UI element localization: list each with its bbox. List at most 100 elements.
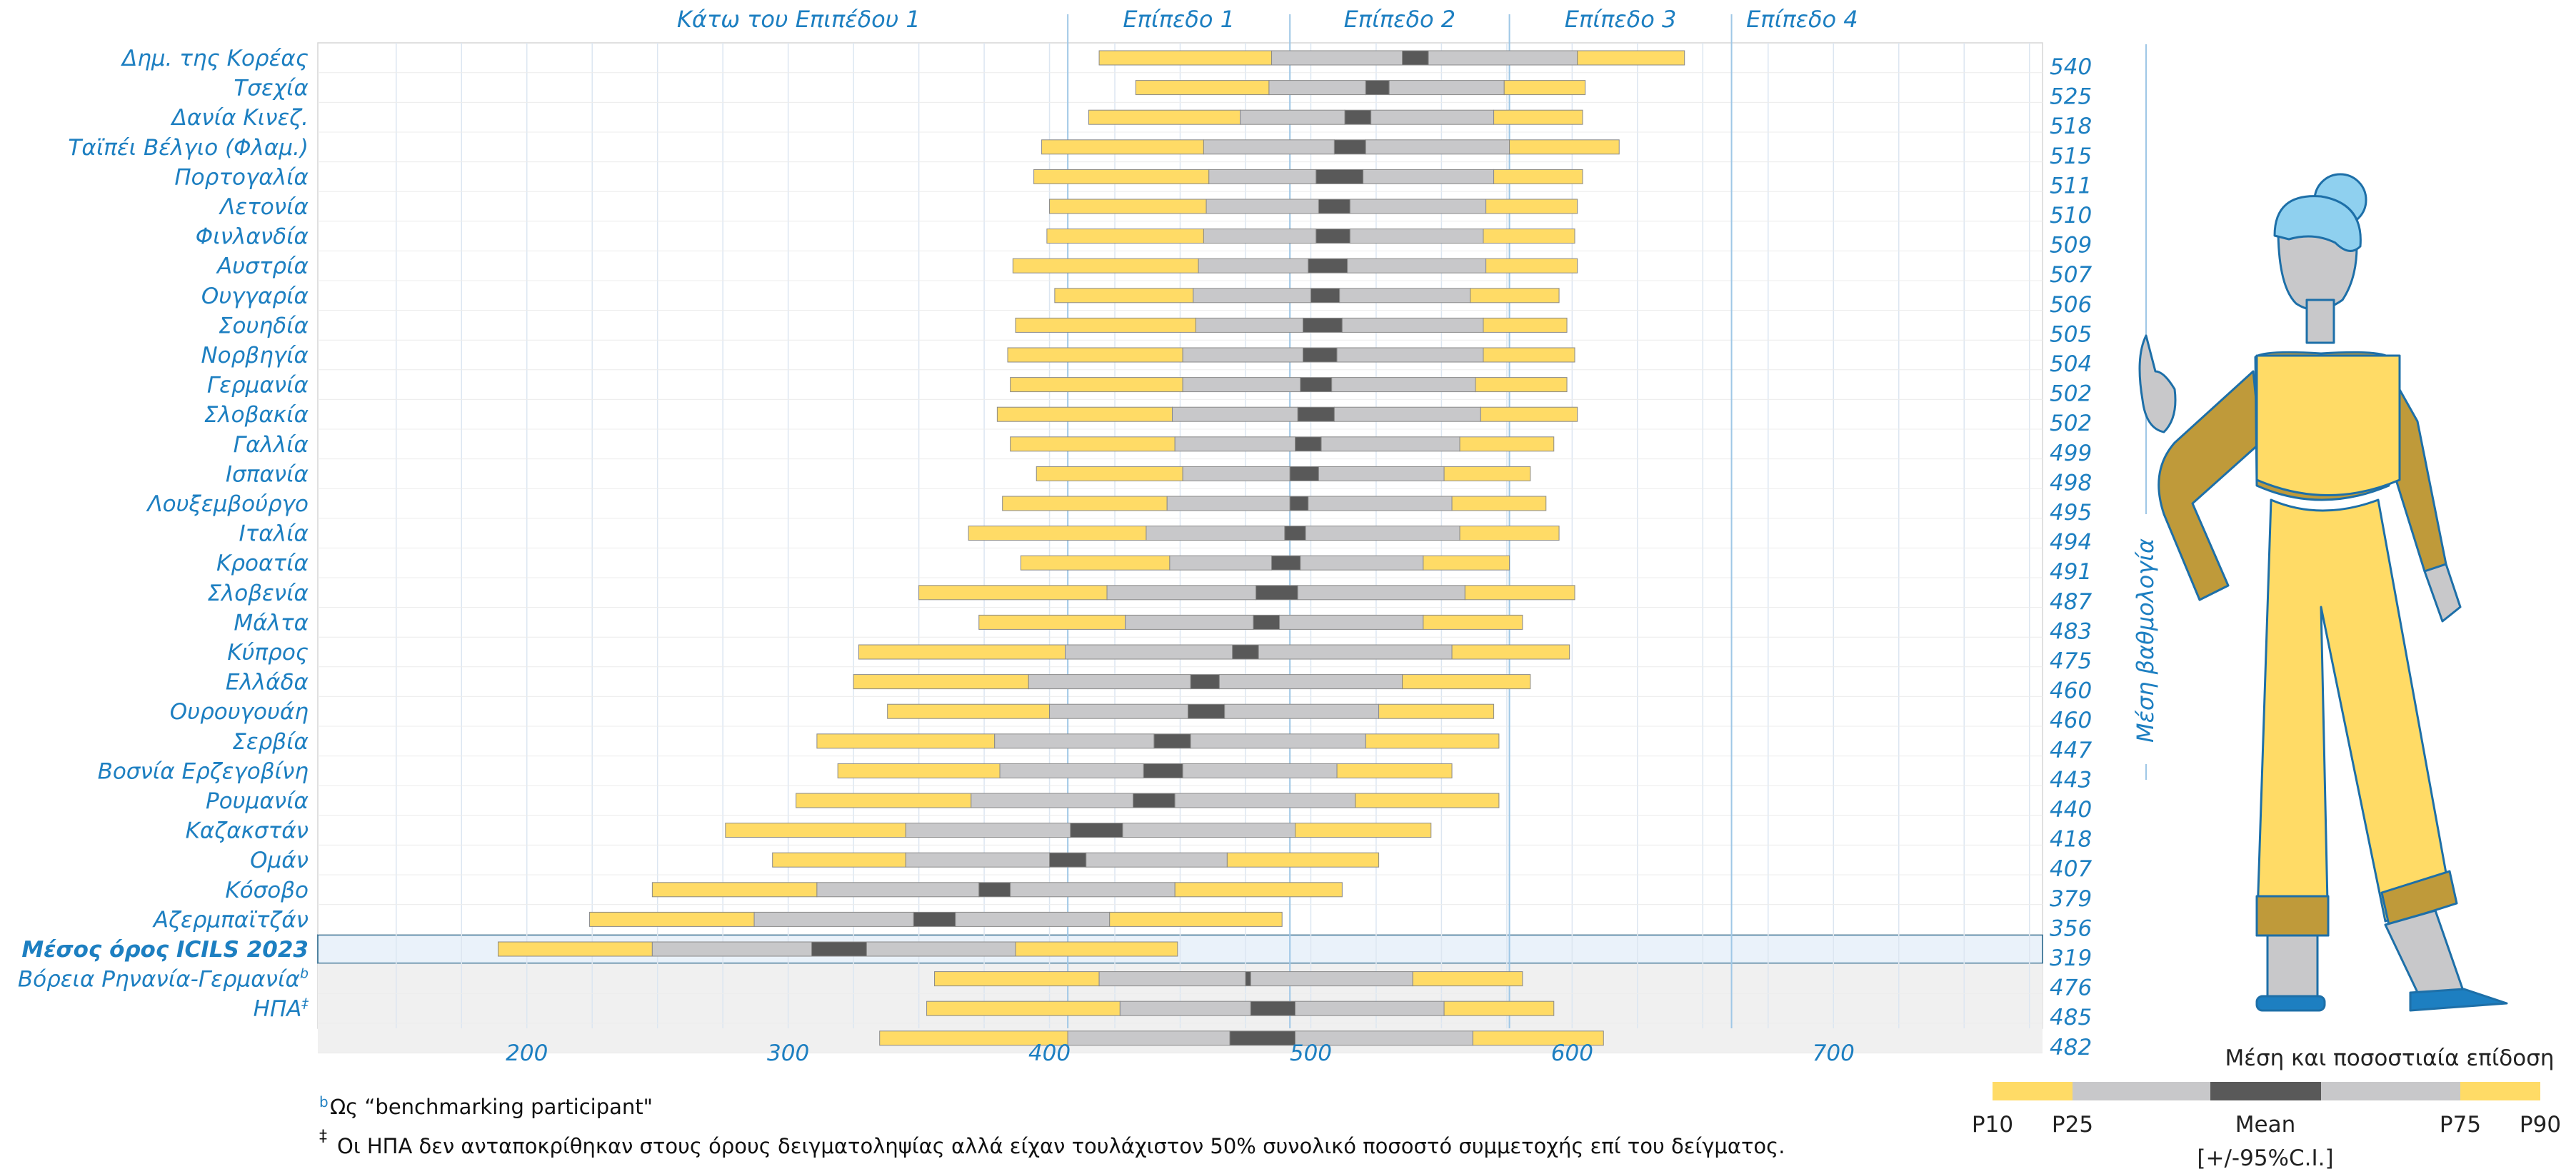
- country-label: Γερμανία: [207, 373, 309, 398]
- bar-p25-mean: [1203, 229, 1317, 244]
- bar-mean-p75: [1347, 258, 1487, 274]
- bar-p10-p25: [816, 733, 996, 749]
- level-label: Επίπεδο 3: [1565, 6, 1677, 33]
- bar-mean-ci: [1289, 466, 1319, 481]
- bar-p75-p90: [1509, 139, 1620, 155]
- bar-p25-mean: [905, 823, 1071, 838]
- country-label: Δημ. της Κορέας: [121, 46, 309, 71]
- bar-p25-mean: [905, 852, 1051, 868]
- bar-mean-ci: [1256, 585, 1298, 601]
- country-label: Λουξεμβούργο: [146, 491, 309, 517]
- bar-mean-ci: [1153, 733, 1191, 749]
- country-label: Κόσοβο: [225, 878, 309, 903]
- bar-p25-mean: [1193, 288, 1311, 303]
- bar-p10-p25: [1015, 317, 1196, 333]
- country-label: Κροατία: [216, 551, 309, 576]
- bar-p25-mean: [1203, 139, 1335, 155]
- bar-p10-p25: [1002, 496, 1168, 511]
- bar-p75-p90: [1483, 317, 1568, 333]
- bar-mean-p75: [955, 911, 1111, 927]
- trouser-cuff-right: [2380, 870, 2458, 926]
- bar-p25-mean: [1206, 199, 1319, 214]
- bar-p10-p25: [1007, 347, 1183, 363]
- bar-mean-p75: [1341, 317, 1484, 333]
- right-leg: [2384, 909, 2465, 1001]
- level-label: Κάτω του Επιπέδου 1: [677, 6, 921, 33]
- mean-score: 502: [2050, 381, 2092, 407]
- bar-mean-p75: [866, 941, 1016, 957]
- bar-p75-p90: [1423, 614, 1523, 630]
- bar-p75-p90: [1483, 347, 1575, 363]
- bar-mean-p75: [1305, 526, 1460, 541]
- bar-mean-ci: [1229, 1030, 1295, 1046]
- bar-p75-p90: [1464, 585, 1575, 601]
- bar-p10-p25: [1020, 555, 1171, 571]
- raised-arm: [2157, 370, 2262, 601]
- bar-p10-p25: [858, 644, 1066, 660]
- bar-mean-ci: [1245, 971, 1251, 987]
- bar-p10-p25: [1054, 288, 1194, 303]
- bar-mean-p75: [1190, 733, 1366, 749]
- bar-mean-p75: [1333, 406, 1481, 422]
- bar-mean-ci: [1310, 288, 1340, 303]
- footnote-b-mark: b: [319, 1093, 329, 1110]
- bar-mean-ci: [1253, 614, 1281, 630]
- mean-score: 460: [2050, 678, 2092, 704]
- bar-p25-mean: [1169, 555, 1273, 571]
- level-label: Επίπεδο 1: [1123, 6, 1235, 33]
- mean-score: 356: [2050, 915, 2092, 941]
- bar-p10-p25: [725, 823, 906, 838]
- country-label: Ελλάδα: [226, 670, 309, 696]
- trousers: [2255, 498, 2451, 937]
- bar-mean-ci: [1300, 377, 1333, 393]
- bar-p10-p25: [926, 1000, 1121, 1016]
- bar-mean-ci: [1315, 169, 1364, 184]
- x-tick-label: 600: [1551, 1040, 1593, 1066]
- bar-mean-p75: [1320, 436, 1460, 452]
- bar-p75-p90: [1459, 436, 1555, 452]
- mean-score: 447: [2050, 738, 2092, 763]
- bar-p75-p90: [1459, 526, 1560, 541]
- bar-p25-mean: [1198, 258, 1309, 274]
- bar-p75-p90: [1485, 199, 1578, 214]
- mean-score: 506: [2050, 292, 2092, 318]
- footnote-marker: ‡: [301, 995, 309, 1011]
- bar-mean-ci: [1315, 229, 1350, 244]
- country-label: Πορτογαλία: [174, 164, 309, 190]
- bar-mean-p75: [1010, 882, 1176, 898]
- bar-p25-mean: [651, 941, 813, 957]
- bar-p25-mean: [1146, 526, 1286, 541]
- bar-mean-ci: [1289, 496, 1309, 511]
- country-label: Σλοβενία: [207, 581, 309, 606]
- bar-mean-ci: [811, 941, 867, 957]
- bar-mean-ci: [978, 882, 1011, 898]
- vest: [2255, 354, 2401, 496]
- mean-score: 509: [2050, 233, 2092, 259]
- bar-mean-p75: [1218, 674, 1403, 690]
- bar-mean-p75: [1428, 50, 1578, 66]
- footnote-b-text: Ως “benchmarking participant": [330, 1095, 653, 1119]
- legend: Μέση και ποσοστιαία επίδοση P10 P25 Mean…: [1972, 1045, 2561, 1171]
- mean-score: 511: [2050, 173, 2092, 199]
- legend-p75-label: P75: [2440, 1112, 2481, 1138]
- left-leg: [2266, 934, 2319, 1001]
- country-label: Κύπρος: [227, 640, 309, 666]
- bar-p75-p90: [1402, 674, 1531, 690]
- mean-score: 407: [2050, 856, 2092, 882]
- legend-ci: [2210, 1082, 2321, 1100]
- bar-mean-p75: [1318, 466, 1445, 481]
- mean-score: 482: [2050, 1035, 2092, 1060]
- bar-p10-p25: [497, 941, 653, 957]
- legend-p10-label: P10: [1972, 1112, 2013, 1138]
- mean-score: 319: [2050, 945, 2092, 971]
- bar-mean-ci: [1232, 644, 1259, 660]
- hair: [2273, 195, 2362, 252]
- bar-p75-p90: [1451, 496, 1547, 511]
- country-label: Ομάν: [250, 848, 309, 873]
- bar-p25-mean: [1106, 585, 1257, 601]
- mean-score: 379: [2050, 886, 2092, 912]
- bar-mean-ci: [1284, 526, 1306, 541]
- bar-mean-ci: [1143, 763, 1183, 778]
- bar-p75-p90: [1443, 1000, 1555, 1016]
- bar-mean-p75: [1224, 703, 1380, 719]
